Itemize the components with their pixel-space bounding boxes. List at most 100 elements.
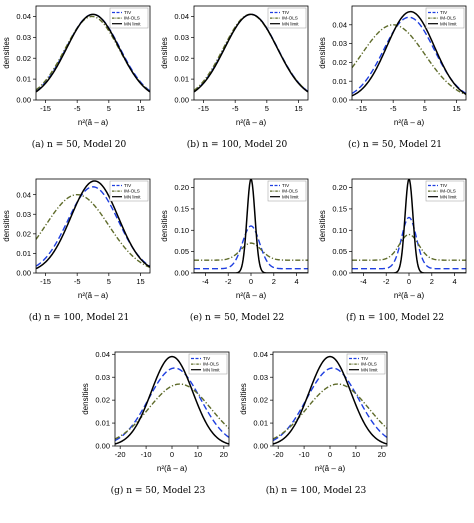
legend-label: MN limit (440, 194, 457, 199)
chart-panel-3: -15 -5 5 15 0.00 0.01 0.02 0.03 0.04 n²(â – a) den… (316, 0, 474, 172)
y-tick-label: 0.20 (174, 183, 189, 192)
x-tick-label: 15 (294, 104, 302, 113)
legend-label: IM-OLS (203, 362, 219, 367)
x-axis-label: n²(â – a) (394, 118, 425, 127)
y-tick-label: 0.00 (332, 96, 347, 105)
x-tick-label: -15 (40, 104, 51, 113)
x-tick-label: 15 (136, 277, 144, 286)
legend-label: TIV (440, 183, 448, 188)
density-plot: -15 -5 5 15 0.00 0.01 0.02 0.03 0.04 n²(â – a) den… (160, 5, 309, 127)
y-tick-label: 0.02 (95, 396, 110, 405)
x-tick-label: 5 (423, 104, 427, 113)
x-tick-label: 4 (453, 277, 457, 286)
y-axis-label: densities (160, 37, 169, 69)
x-tick-label: -15 (356, 104, 367, 113)
chart-panel-7: -20 -10 0 10 20 0.00 0.01 0.02 0.03 0.04 n²(â – a)… (79, 346, 237, 518)
x-tick-label: -20 (115, 450, 126, 459)
legend-label: IM-OLS (440, 16, 456, 21)
series-line-im-ols (273, 383, 387, 440)
density-plot: -4 -2 0 2 4 0.00 0.05 0.10 0.15 0.20 n²(â – a) dens… (318, 178, 467, 300)
y-axis-label: densities (2, 37, 11, 69)
y-axis-label: densities (318, 210, 327, 242)
x-tick-label: 0 (407, 277, 411, 286)
series-line-mn-limit (36, 180, 150, 270)
x-tick-label: -15 (198, 104, 209, 113)
x-tick-label: -10 (299, 450, 310, 459)
y-tick-label: 0.04 (16, 190, 31, 199)
y-tick-label: 0.00 (174, 269, 189, 278)
y-tick-label: 0.04 (253, 350, 268, 359)
legend-label: TIV (282, 10, 290, 15)
legend-label: IM-OLS (361, 362, 377, 367)
x-axis-label: n²(â – a) (157, 464, 188, 473)
y-tick-label: 0.02 (16, 54, 31, 63)
legend-label: MN limit (282, 194, 299, 199)
x-tick-label: 20 (378, 450, 386, 459)
y-tick-label: 0.01 (16, 75, 31, 84)
legend-label: MN limit (361, 367, 378, 372)
x-tick-label: -5 (390, 104, 397, 113)
series-line-im-ols (36, 193, 150, 269)
y-tick-label: 0.00 (16, 269, 31, 278)
x-tick-label: -5 (74, 277, 81, 286)
x-tick-label: 0 (328, 450, 332, 459)
y-tick-label: 0.01 (95, 419, 110, 428)
y-tick-label: 0.00 (174, 96, 189, 105)
chart-panel-6: -4 -2 0 2 4 0.00 0.05 0.10 0.15 0.20 n²(â – a) dens… (316, 173, 474, 345)
x-axis-label: n²(â – a) (394, 291, 425, 300)
x-tick-label: 10 (352, 450, 360, 459)
y-tick-label: 0.04 (16, 12, 31, 21)
legend-label: IM-OLS (282, 16, 298, 21)
x-tick-label: 20 (220, 450, 228, 459)
series-line-mn-limit (36, 13, 150, 93)
legend-label: TIV (440, 10, 448, 15)
y-tick-label: 0.03 (16, 33, 31, 42)
legend-label: IM-OLS (440, 189, 456, 194)
x-axis-label: n²(â – a) (78, 118, 109, 127)
series-line-mn-limit (273, 355, 387, 445)
series-line-mn-limit (194, 13, 308, 93)
chart-panel-5: -4 -2 0 2 4 0.00 0.05 0.10 0.15 0.20 n²(â – a) dens… (158, 173, 316, 345)
y-tick-label: 0.02 (174, 54, 189, 63)
density-plot: -15 -5 5 15 0.00 0.01 0.02 0.03 0.04 n²(â – a) den… (2, 5, 151, 127)
legend-label: MN limit (440, 21, 457, 26)
y-tick-label: 0.00 (16, 96, 31, 105)
y-axis-label: densities (2, 210, 11, 242)
x-tick-label: 4 (295, 277, 299, 286)
panel-caption: (f) n = 100, Model 22 (345, 313, 445, 323)
y-tick-label: 0.02 (16, 229, 31, 238)
density-plot: -20 -10 0 10 20 0.00 0.01 0.02 0.03 0.04 n²(â – a)… (239, 350, 388, 473)
y-tick-label: 0.01 (16, 249, 31, 258)
series-line-im-ols (115, 383, 229, 440)
x-tick-label: -20 (273, 450, 284, 459)
chart-panel-2: -15 -5 5 15 0.00 0.01 0.02 0.03 0.04 n²(â – a) den… (158, 0, 316, 172)
y-tick-label: 0.04 (174, 12, 189, 21)
series-line-im-ols (194, 242, 308, 261)
x-tick-label: -10 (141, 450, 152, 459)
x-tick-label: 0 (249, 277, 253, 286)
legend-label: TIV (124, 183, 132, 188)
panel-caption: (h) n = 100, Model 23 (265, 486, 367, 496)
legend-label: MN limit (203, 367, 220, 372)
density-plot: -20 -10 0 10 20 0.00 0.01 0.02 0.03 0.04 n²(â – a)… (81, 350, 230, 473)
series-line-mn-limit (115, 355, 229, 445)
y-tick-label: 0.01 (332, 77, 347, 86)
series-line-tiv (273, 367, 387, 442)
x-tick-label: 10 (194, 450, 202, 459)
x-tick-label: -5 (74, 104, 81, 113)
x-axis-label: n²(â – a) (236, 291, 267, 300)
y-tick-label: 0.03 (16, 210, 31, 219)
panel-caption: (c) n = 50, Model 21 (347, 140, 443, 150)
y-axis-label: densities (239, 383, 248, 415)
legend-label: TIV (203, 356, 211, 361)
y-tick-label: 0.02 (253, 396, 268, 405)
y-tick-label: 0.04 (332, 20, 347, 29)
x-tick-label: -4 (202, 277, 209, 286)
y-tick-label: 0.02 (332, 58, 347, 67)
